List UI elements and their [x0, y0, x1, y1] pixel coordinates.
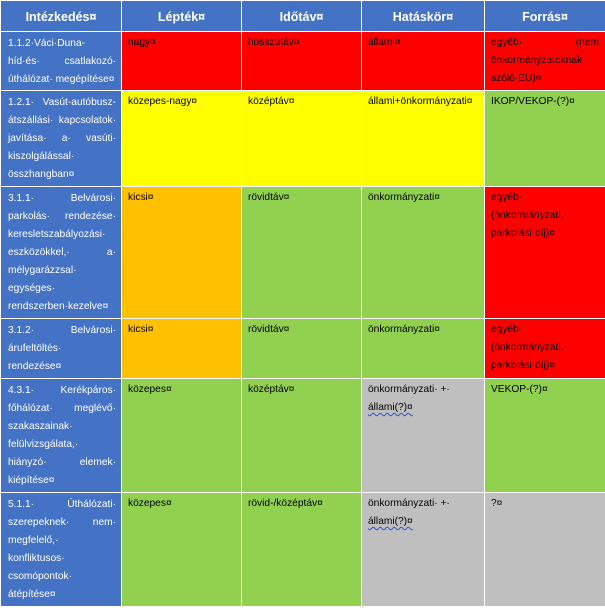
header-forras: Forrás¤ — [484, 0, 605, 32]
timeframe-cell: középtáv¤ — [241, 90, 362, 187]
timeframe-cell: rövidtáv¤ — [241, 186, 362, 319]
source-cell: VEKOP-(?)¤ — [484, 378, 605, 493]
authority-cell: állami+önkormányzati¤ — [361, 90, 485, 187]
authority-sub-text: állami(?)¤ — [368, 516, 413, 527]
scale-cell: kicsi¤ — [121, 318, 242, 379]
table-row: 1.1.2·Váci·Duna-híd·és· csatlakozó· úthá… — [0, 31, 605, 91]
source-cell: IKOP/VEKOP-(?)¤ — [484, 90, 605, 187]
table-row: 4.3.1· Kerékpáros· főhálózat· meglévő· s… — [0, 378, 605, 493]
authority-cell: önkormányzati¤ — [361, 186, 485, 319]
authority-cell: önkormányzati· +· állami(?)¤ — [361, 378, 485, 493]
measure-cell: 3.1.1· Belvárosi· parkolás· rendezése· k… — [0, 186, 122, 319]
header-idotav: Időtáv¤ — [241, 0, 362, 32]
source-cell: egyéb· (nem önkormányzatoknak szóló·EU)¤ — [484, 31, 605, 91]
header-hataskor: Hatáskör¤ — [361, 0, 485, 32]
source-cell: egyéb· (önkormányzati,· parkolási·díj)¤ — [484, 186, 605, 319]
scale-cell: kicsi¤ — [121, 186, 242, 319]
timeframe-cell: hosszútáv¤ — [241, 31, 362, 91]
scale-cell: közepes¤ — [121, 378, 242, 493]
authority-cell: önkormányzati¤ — [361, 318, 485, 379]
timeframe-cell: rövid-/középtáv¤ — [241, 492, 362, 607]
authority-main-text: önkormányzati· +· — [368, 384, 450, 395]
authority-cell: önkormányzati· +· állami(?)¤ — [361, 492, 485, 607]
authority-main-text: önkormányzati· +· — [368, 498, 450, 509]
scale-cell: nagy¤ — [121, 31, 242, 91]
authority-cell: állami¤ — [361, 31, 485, 91]
authority-sub-text: állami(?)¤ — [368, 402, 413, 413]
scale-cell: közepes-nagy¤ — [121, 90, 242, 187]
header-row: Intézkedés¤ Lépték¤ Időtáv¤ Hatáskör¤ Fo… — [0, 0, 605, 32]
measure-cell: 5.1.1· Úthálózati· szerepeknek· nem· meg… — [0, 492, 122, 607]
table-row: 5.1.1· Úthálózati· szerepeknek· nem· meg… — [0, 492, 605, 607]
table-row: 3.1.1· Belvárosi· parkolás· rendezése· k… — [0, 186, 605, 319]
timeframe-cell: középtáv¤ — [241, 378, 362, 493]
measure-cell: 1.2.1· Vasút-autóbusz-átszállási· kapcso… — [0, 90, 122, 187]
measure-cell: 1.1.2·Váci·Duna-híd·és· csatlakozó· úthá… — [0, 31, 122, 91]
timeframe-cell: rövidtáv¤ — [241, 318, 362, 379]
table-row: 3.1.2· Belvárosi· árufeltöltés· rendezés… — [0, 318, 605, 379]
source-cell: ?¤ — [484, 492, 605, 607]
table-row: 1.2.1· Vasút-autóbusz-átszállási· kapcso… — [0, 90, 605, 187]
header-leptek: Lépték¤ — [121, 0, 242, 32]
measure-cell: 4.3.1· Kerékpáros· főhálózat· meglévő· s… — [0, 378, 122, 493]
source-cell: egyéb· (önkormányzati,· parkolási·díj)¤ — [484, 318, 605, 379]
scale-cell: közepes¤ — [121, 492, 242, 607]
header-intezkedes: Intézkedés¤ — [0, 0, 122, 32]
measure-cell: 3.1.2· Belvárosi· árufeltöltés· rendezés… — [0, 318, 122, 379]
